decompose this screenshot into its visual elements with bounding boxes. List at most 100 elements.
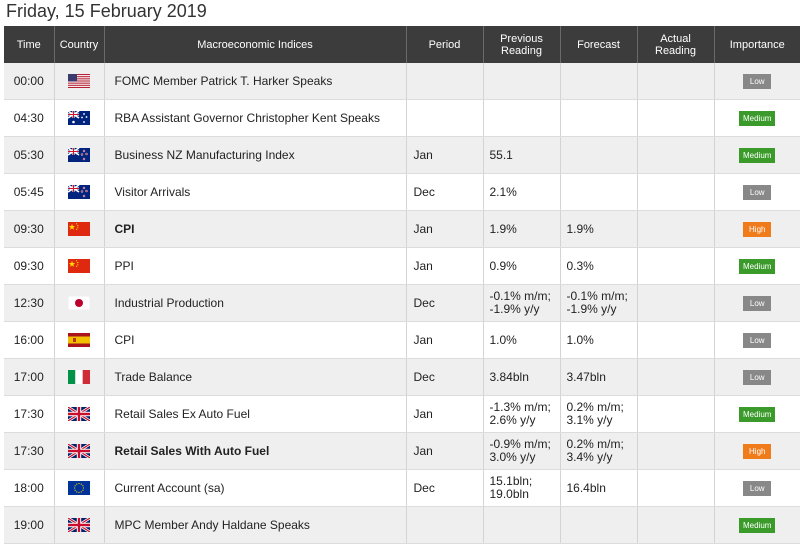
event-name[interactable]: Current Account (sa) bbox=[103, 469, 406, 507]
forecast-value: 0.2% m/m; 3.4% y/y bbox=[559, 432, 637, 470]
previous-reading-line: 1.9% bbox=[489, 221, 517, 236]
event-time: 17:30 bbox=[4, 395, 54, 433]
actual-reading bbox=[636, 506, 714, 544]
event-time: 04:30 bbox=[4, 99, 54, 137]
col-header-actual[interactable]: Actual Reading bbox=[636, 26, 714, 63]
event-importance: High bbox=[713, 210, 800, 248]
forecast-value bbox=[559, 506, 637, 544]
previous-reading-line: 15.1bln; bbox=[489, 474, 533, 488]
event-importance: Medium bbox=[713, 506, 800, 544]
actual-reading bbox=[636, 432, 714, 470]
event-importance: Low bbox=[713, 321, 800, 359]
eu-flag-icon bbox=[68, 481, 90, 496]
event-time: 05:45 bbox=[4, 173, 54, 211]
previous-reading-line: 1.0% bbox=[489, 332, 517, 347]
event-importance: High bbox=[713, 432, 800, 470]
col-header-importance[interactable]: Importance bbox=[713, 26, 800, 63]
col-header-country[interactable]: Country bbox=[53, 26, 104, 63]
table-row[interactable]: 17:30 Retail Sales With Auto Fuel Jan -0.9%… bbox=[4, 432, 800, 470]
forecast-value: 16.4bln bbox=[559, 469, 637, 507]
importance-badge: Medium bbox=[739, 148, 776, 163]
forecast-value bbox=[559, 99, 637, 137]
event-name[interactable]: Retail Sales Ex Auto Fuel bbox=[103, 395, 406, 433]
event-country bbox=[53, 210, 104, 248]
actual-reading bbox=[636, 284, 714, 322]
previous-reading-line: -0.9% m/m; bbox=[489, 437, 551, 451]
event-country bbox=[53, 63, 104, 100]
table-row[interactable]: 17:30 Retail Sales Ex Auto Fuel Jan -1.3% m… bbox=[4, 395, 800, 433]
forecast-value: 0.3% bbox=[559, 247, 637, 285]
table-row[interactable]: 19:00 MPC Member Andy Haldane Speaks Mediu… bbox=[4, 506, 800, 544]
forecast-value: 3.47bln bbox=[559, 358, 637, 396]
col-header-previous[interactable]: Previous Reading bbox=[482, 26, 560, 63]
event-name[interactable]: CPI bbox=[103, 210, 406, 248]
event-name[interactable]: Visitor Arrivals bbox=[103, 173, 406, 211]
event-name[interactable]: FOMC Member Patrick T. Harker Speaks bbox=[103, 63, 406, 100]
event-period: Dec bbox=[405, 173, 483, 211]
table-row[interactable]: 00:00 FOMC Member Patrick T. Harker Speak… bbox=[4, 63, 800, 100]
event-name[interactable]: PPI bbox=[103, 247, 406, 285]
it-flag-icon bbox=[68, 370, 90, 385]
event-period: Jan bbox=[405, 395, 483, 433]
event-time: 09:30 bbox=[4, 210, 54, 248]
event-name[interactable]: MPC Member Andy Haldane Speaks bbox=[103, 506, 406, 544]
gb-flag-icon bbox=[68, 518, 90, 533]
table-row[interactable]: 16:00 CPI Jan 1.0% 1.0% Low bbox=[4, 321, 800, 359]
previous-reading-line: 3.0% y/y bbox=[489, 450, 536, 464]
actual-reading bbox=[636, 210, 714, 248]
previous-reading bbox=[482, 506, 560, 544]
event-period: Dec bbox=[405, 358, 483, 396]
event-period: Jan bbox=[405, 210, 483, 248]
col-header-period[interactable]: Period bbox=[405, 26, 483, 63]
previous-reading-line: -0.1% m/m; bbox=[489, 289, 551, 303]
forecast-value-line: -1.9% y/y bbox=[566, 302, 617, 316]
cn-flag-icon bbox=[68, 222, 90, 237]
event-country bbox=[53, 321, 104, 359]
col-header-indices[interactable]: Macroeconomic Indices bbox=[103, 26, 406, 63]
forecast-value-line: 3.4% y/y bbox=[566, 450, 613, 464]
event-name[interactable]: Business NZ Manufacturing Index bbox=[103, 136, 406, 174]
event-period bbox=[405, 506, 483, 544]
table-row[interactable]: 04:30 RBA Assistant Governor Christopher … bbox=[4, 99, 800, 137]
cn-flag-icon bbox=[68, 259, 90, 274]
previous-reading-line: 2.6% y/y bbox=[489, 413, 536, 427]
event-period bbox=[405, 63, 483, 100]
importance-badge: Low bbox=[743, 296, 772, 311]
table-row[interactable]: 18:00 Current Account (sa) Dec 15.1bln; 19.0… bbox=[4, 469, 800, 507]
event-name[interactable]: Industrial Production bbox=[103, 284, 406, 322]
au-flag-icon bbox=[68, 111, 90, 126]
forecast-value bbox=[559, 136, 637, 174]
importance-badge: High bbox=[743, 222, 772, 237]
event-time: 00:00 bbox=[4, 63, 54, 100]
col-header-time[interactable]: Time bbox=[4, 26, 54, 63]
event-time: 19:00 bbox=[4, 506, 54, 544]
previous-reading: -0.9% m/m; 3.0% y/y bbox=[482, 432, 560, 470]
nz-flag-icon bbox=[68, 185, 90, 200]
table-row[interactable]: 17:00 Trade Balance Dec 3.84bln 3.47bln Low bbox=[4, 358, 800, 396]
event-name[interactable]: CPI bbox=[103, 321, 406, 359]
event-name[interactable]: Trade Balance bbox=[103, 358, 406, 396]
importance-badge: Low bbox=[743, 370, 772, 385]
previous-reading-line: 2.1% bbox=[489, 184, 517, 199]
table-row[interactable]: 09:30 PPI Jan 0.9% 0.3% Medium bbox=[4, 247, 800, 285]
forecast-value-line: 0.3% bbox=[566, 258, 594, 273]
gb-flag-icon bbox=[68, 407, 90, 422]
previous-reading: -0.1% m/m; -1.9% y/y bbox=[482, 284, 560, 322]
event-name[interactable]: RBA Assistant Governor Christopher Kent … bbox=[103, 99, 406, 137]
table-row[interactable]: 05:45 Visitor Arrivals Dec 2.1% Low bbox=[4, 173, 800, 211]
previous-reading: 15.1bln; 19.0bln bbox=[482, 469, 560, 507]
previous-reading bbox=[482, 99, 560, 137]
event-country bbox=[53, 469, 104, 507]
table-row[interactable]: 12:30 Industrial Production Dec -0.1% m/m; -… bbox=[4, 284, 800, 322]
table-row[interactable]: 09:30 CPI Jan 1.9% 1.9% High bbox=[4, 210, 800, 248]
event-time: 17:00 bbox=[4, 358, 54, 396]
event-time: 16:00 bbox=[4, 321, 54, 359]
us-flag-icon bbox=[68, 74, 90, 89]
table-row[interactable]: 05:30 Business NZ Manufacturing Index Jan 5… bbox=[4, 136, 800, 174]
forecast-value: 0.2% m/m; 3.1% y/y bbox=[559, 395, 637, 433]
actual-reading bbox=[636, 99, 714, 137]
event-country bbox=[53, 284, 104, 322]
col-header-forecast[interactable]: Forecast bbox=[559, 26, 637, 63]
event-name[interactable]: Retail Sales With Auto Fuel bbox=[103, 432, 406, 470]
event-importance: Low bbox=[713, 173, 800, 211]
